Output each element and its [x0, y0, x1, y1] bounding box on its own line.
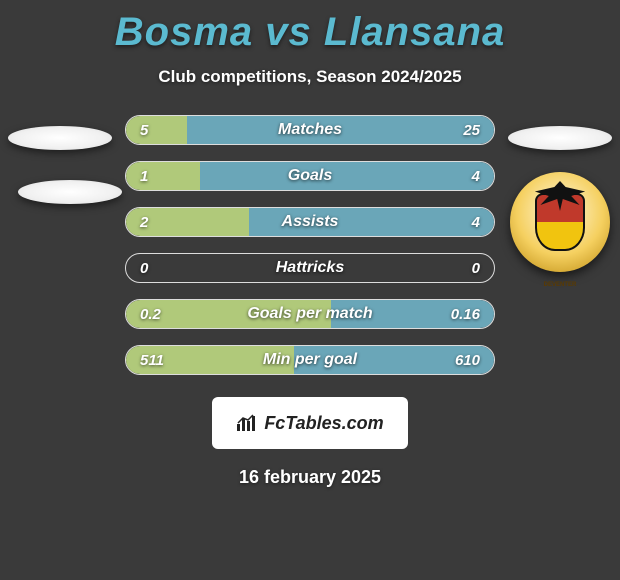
date-text: 16 february 2025: [0, 467, 620, 488]
stat-label: Matches: [126, 121, 494, 139]
fctables-logo: FcTables.com: [212, 397, 408, 449]
stat-row: 00Hattricks: [125, 253, 495, 283]
stat-label: Goals per match: [126, 305, 494, 323]
stat-label: Min per goal: [126, 351, 494, 369]
stat-label: Goals: [126, 167, 494, 185]
stat-row: 24Assists: [125, 207, 495, 237]
stat-row: 0.20.16Goals per match: [125, 299, 495, 329]
stat-label: Assists: [126, 213, 494, 231]
stat-row: 525Matches: [125, 115, 495, 145]
fctables-text: FcTables.com: [264, 413, 383, 434]
stat-row: 511610Min per goal: [125, 345, 495, 375]
subtitle: Club competitions, Season 2024/2025: [0, 67, 620, 87]
bar-chart-icon: [236, 414, 258, 432]
stats-panel: 525Matches 14Goals 24Assists 00Hattricks 0.2…: [0, 115, 620, 375]
page-title: Bosma vs Llansana: [0, 0, 620, 55]
stat-row: 14Goals: [125, 161, 495, 191]
stat-label: Hattricks: [126, 259, 494, 277]
